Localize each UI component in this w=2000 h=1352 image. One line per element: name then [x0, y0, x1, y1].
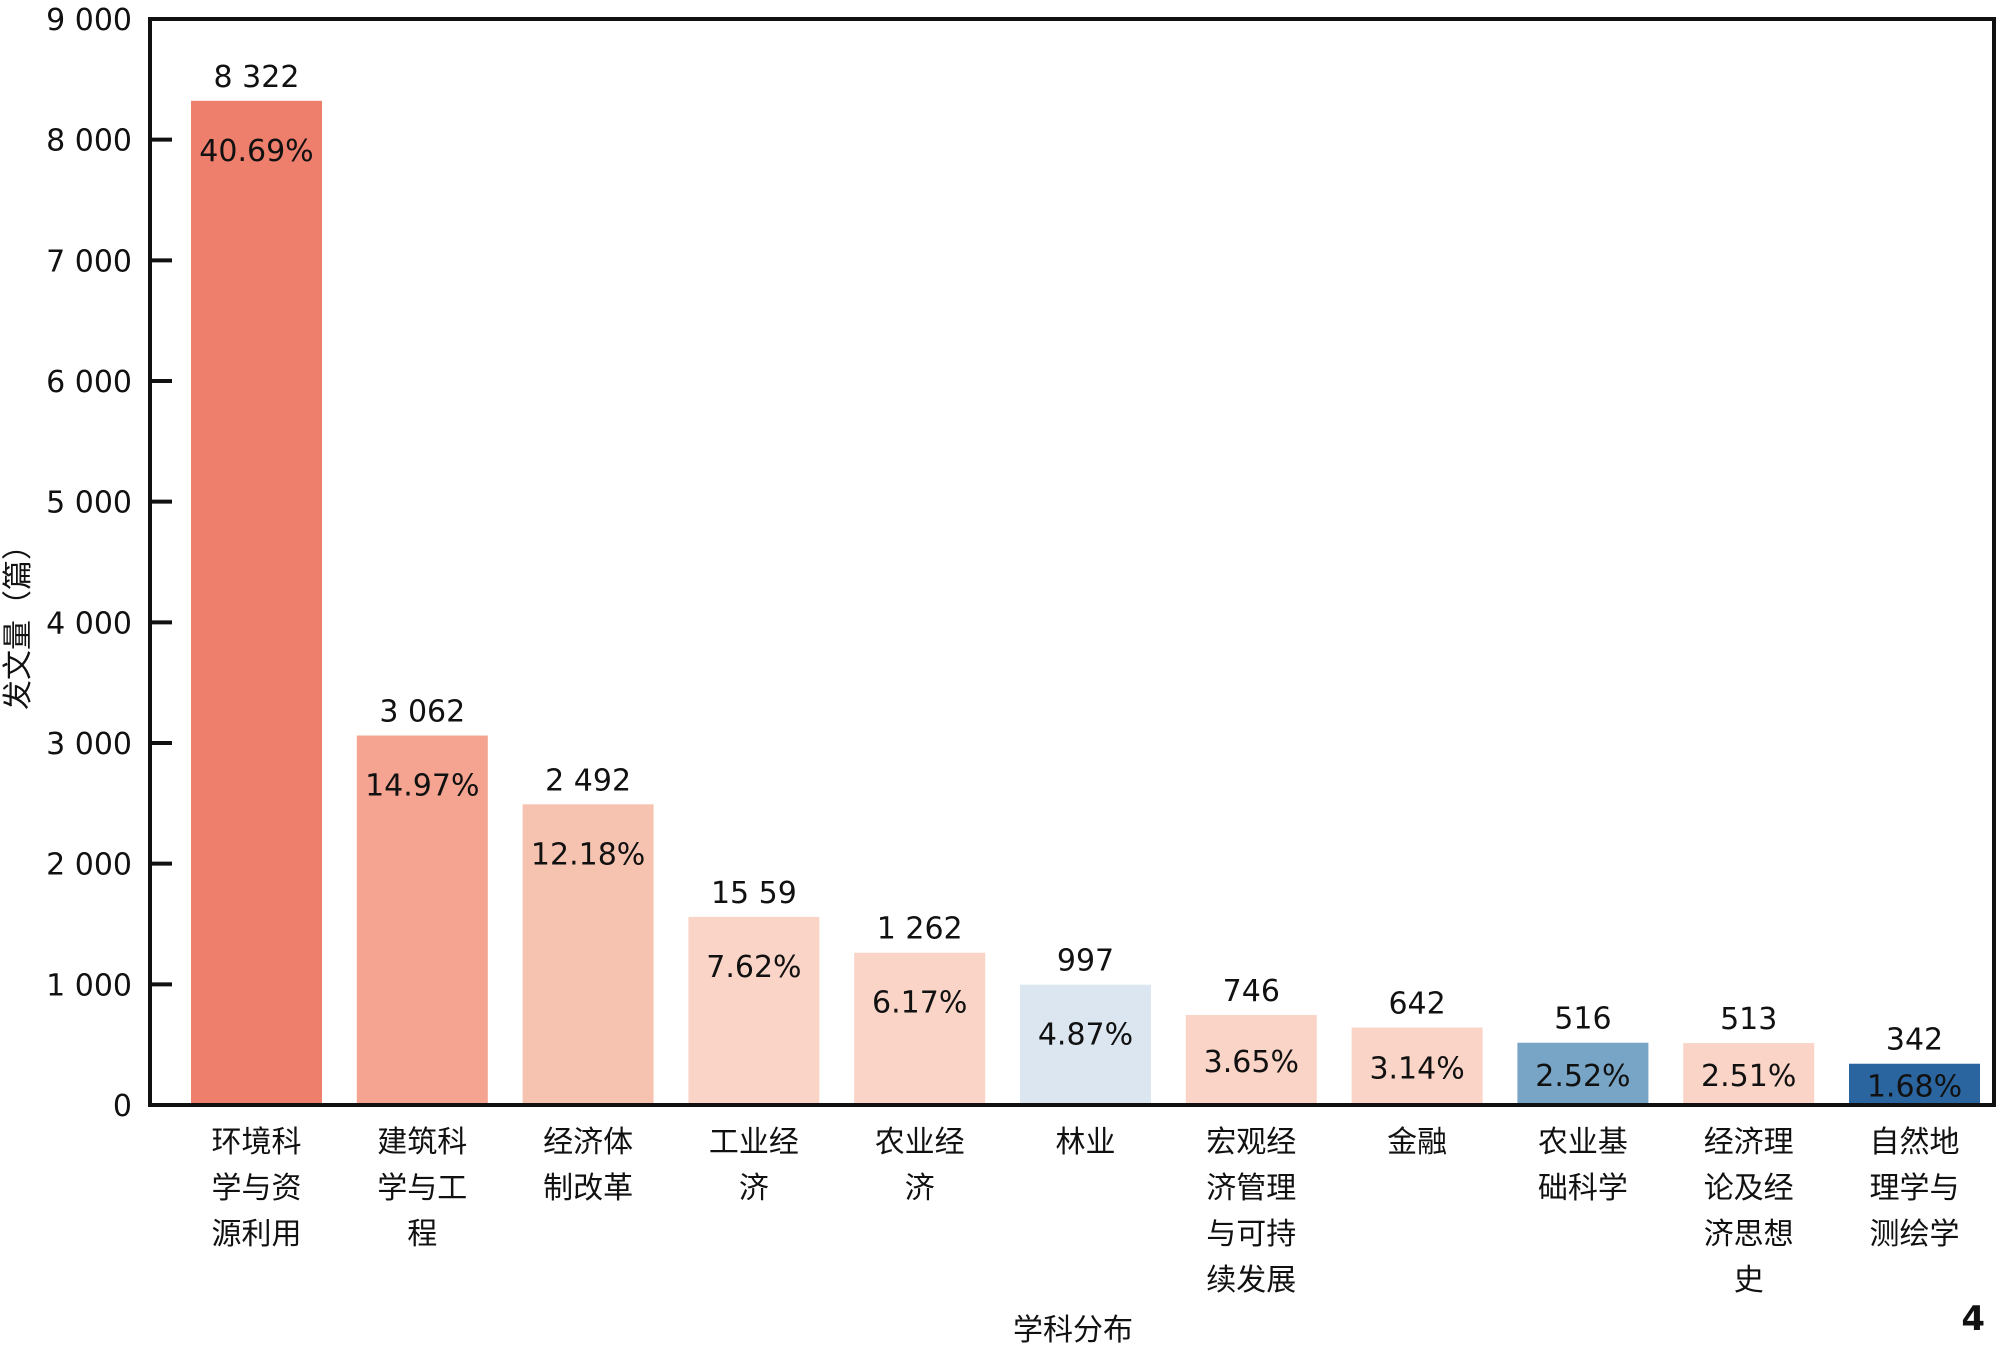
bar — [522, 804, 654, 1105]
value-label: 3 062 — [379, 695, 465, 730]
category-label: 工业经济 — [709, 1125, 799, 1206]
percent-label: 2.52% — [1535, 1059, 1630, 1094]
percent-label: 40.69% — [199, 134, 313, 169]
percent-label: 1.68% — [1867, 1069, 1962, 1104]
category-label: 金融 — [1387, 1125, 1447, 1160]
value-label: 997 — [1057, 944, 1114, 979]
bar — [356, 735, 488, 1105]
bar — [191, 100, 322, 1105]
category-label: 经济理论及经济思想史 — [1704, 1125, 1794, 1298]
page-number: 4 — [1961, 1299, 1985, 1339]
y-tick-label: 1 000 — [46, 968, 132, 1003]
value-label: 15 59 — [711, 876, 797, 911]
bar — [854, 952, 986, 1105]
category-label: 农业基础科学 — [1538, 1125, 1628, 1206]
y-tick-label: 9 000 — [46, 3, 132, 38]
percent-label: 7.62% — [706, 950, 801, 985]
bar — [1185, 1014, 1317, 1105]
y-tick-label: 3 000 — [46, 727, 132, 762]
percent-label: 3.65% — [1204, 1045, 1299, 1080]
bar — [1351, 1027, 1483, 1105]
percent-label: 4.87% — [1038, 1018, 1133, 1053]
value-label: 642 — [1388, 987, 1445, 1022]
bar — [1849, 1063, 1980, 1105]
y-tick-label: 5 000 — [46, 486, 132, 521]
percent-label: 14.97% — [365, 769, 479, 804]
category-label: 建筑科学与工程 — [377, 1125, 467, 1252]
value-label: 746 — [1223, 974, 1280, 1009]
value-label: 513 — [1720, 1002, 1777, 1037]
category-label: 自然地理学与测绘学 — [1870, 1125, 1960, 1252]
bar — [1683, 1043, 1815, 1105]
percent-label: 6.17% — [872, 986, 967, 1021]
bar — [1517, 1042, 1649, 1105]
y-tick-label: 0 — [113, 1089, 132, 1124]
bar — [1020, 984, 1151, 1105]
value-label: 2 492 — [545, 763, 631, 798]
percent-label: 3.14% — [1369, 1051, 1464, 1086]
y-axis-title: 发文量（篇） — [1, 530, 36, 710]
y-tick-label: 2 000 — [46, 848, 132, 883]
category-label: 环境科学与资源利用 — [212, 1125, 302, 1252]
category-label: 林业 — [1056, 1125, 1116, 1160]
category-label: 农业经济 — [875, 1125, 965, 1206]
y-tick-label: 4 000 — [46, 606, 132, 641]
y-tick-label: 8 000 — [46, 124, 132, 159]
y-tick-label: 6 000 — [46, 365, 132, 400]
bar — [688, 916, 820, 1105]
value-label: 8 322 — [214, 60, 300, 95]
category-label: 经济体制改革 — [543, 1125, 633, 1206]
value-label: 1 262 — [877, 912, 963, 947]
plot-frame — [148, 17, 1996, 1107]
percent-label: 2.51% — [1701, 1059, 1796, 1094]
category-label: 宏观经济管理与可持续发展 — [1206, 1125, 1296, 1298]
y-tick-label: 7 000 — [46, 244, 132, 279]
percent-label: 12.18% — [531, 837, 645, 872]
x-axis-title: 学科分布 — [1013, 1313, 1133, 1348]
value-label: 516 — [1554, 1002, 1611, 1037]
value-label: 342 — [1886, 1023, 1943, 1058]
